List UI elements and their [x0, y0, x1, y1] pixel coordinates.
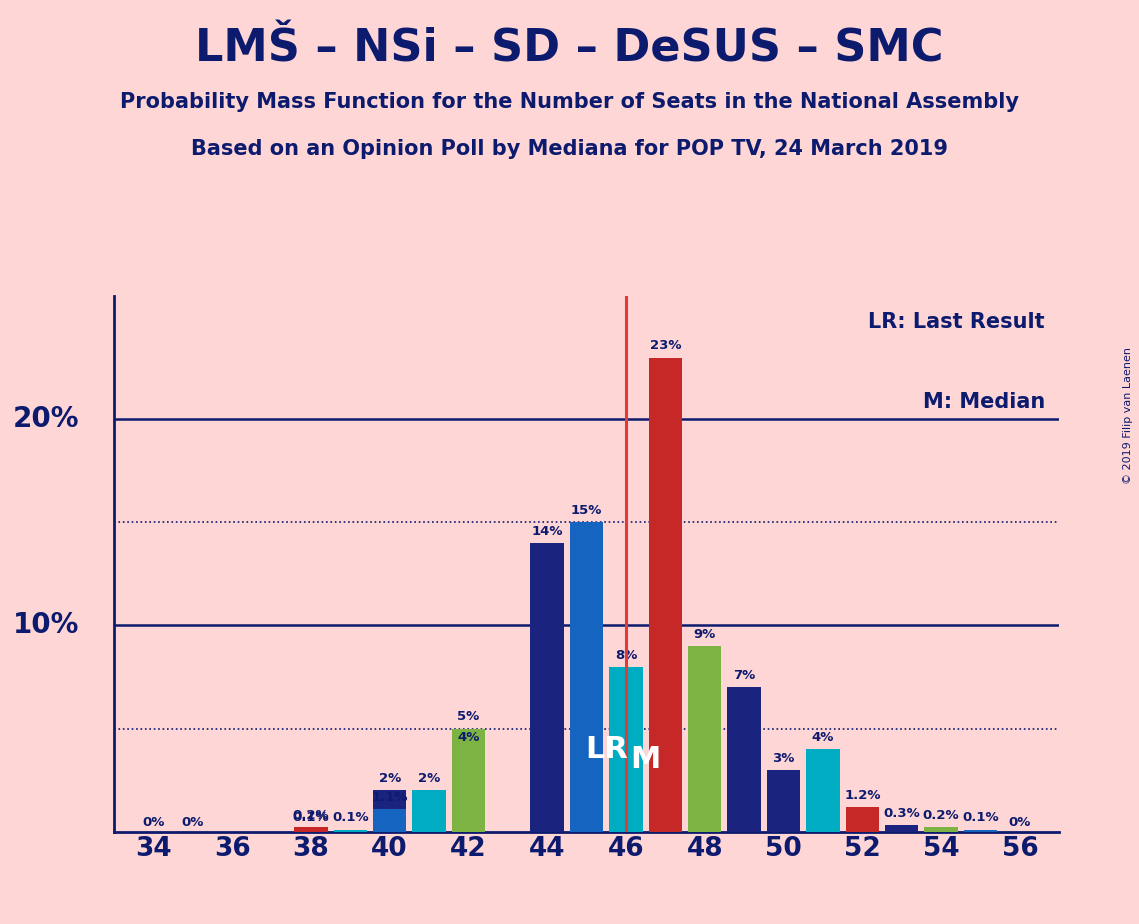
Bar	[452, 749, 485, 832]
Text: Based on an Opinion Poll by Mediana for POP TV, 24 March 2019: Based on an Opinion Poll by Mediana for …	[191, 139, 948, 159]
Bar	[531, 543, 564, 832]
Bar	[688, 646, 721, 832]
Text: LR: Last Result: LR: Last Result	[868, 311, 1046, 332]
Bar	[372, 790, 407, 832]
Text: 7%: 7%	[734, 669, 755, 682]
Text: 10%: 10%	[14, 612, 80, 639]
Text: 0.1%: 0.1%	[331, 811, 369, 824]
Text: 0.2%: 0.2%	[923, 809, 959, 822]
Text: 0.1%: 0.1%	[293, 811, 329, 824]
Text: Probability Mass Function for the Number of Seats in the National Assembly: Probability Mass Function for the Number…	[120, 92, 1019, 113]
Text: 8%: 8%	[615, 649, 637, 662]
Text: 1.2%: 1.2%	[844, 789, 880, 802]
Bar	[964, 830, 998, 832]
Text: 9%: 9%	[694, 628, 716, 641]
Text: © 2019 Filip van Laenen: © 2019 Filip van Laenen	[1123, 347, 1133, 484]
Text: M: Median: M: Median	[923, 392, 1046, 412]
Text: LMŠ – NSi – SD – DeSUS – SMC: LMŠ – NSi – SD – DeSUS – SMC	[195, 28, 944, 71]
Text: 4%: 4%	[457, 731, 480, 744]
Bar	[372, 808, 407, 832]
Text: 0%: 0%	[142, 816, 164, 829]
Text: M: M	[631, 745, 661, 774]
Bar	[648, 358, 682, 832]
Text: 14%: 14%	[532, 525, 563, 538]
Text: 0.1%: 0.1%	[962, 811, 999, 824]
Text: 2%: 2%	[418, 772, 440, 785]
Text: 4%: 4%	[812, 731, 834, 744]
Text: 15%: 15%	[571, 505, 603, 517]
Bar	[294, 830, 328, 832]
Text: 1.1%: 1.1%	[371, 791, 408, 804]
Text: 0%: 0%	[181, 816, 204, 829]
Bar	[452, 728, 485, 832]
Bar	[334, 830, 367, 832]
Bar	[925, 828, 958, 832]
Bar	[609, 667, 642, 832]
Text: 23%: 23%	[649, 339, 681, 352]
Text: LR: LR	[584, 735, 628, 763]
Text: 3%: 3%	[772, 751, 795, 765]
Text: 2%: 2%	[378, 772, 401, 785]
Bar	[412, 790, 445, 832]
Bar	[806, 749, 839, 832]
Text: 5%: 5%	[457, 711, 480, 723]
Bar	[885, 825, 918, 832]
Text: 0%: 0%	[1009, 816, 1031, 829]
Bar	[728, 687, 761, 832]
Bar	[570, 522, 604, 832]
Text: 0.3%: 0.3%	[884, 808, 920, 821]
Bar	[845, 807, 879, 832]
Bar	[767, 770, 801, 832]
Text: 0.2%: 0.2%	[293, 809, 329, 822]
Text: 20%: 20%	[14, 406, 80, 433]
Bar	[294, 828, 328, 832]
